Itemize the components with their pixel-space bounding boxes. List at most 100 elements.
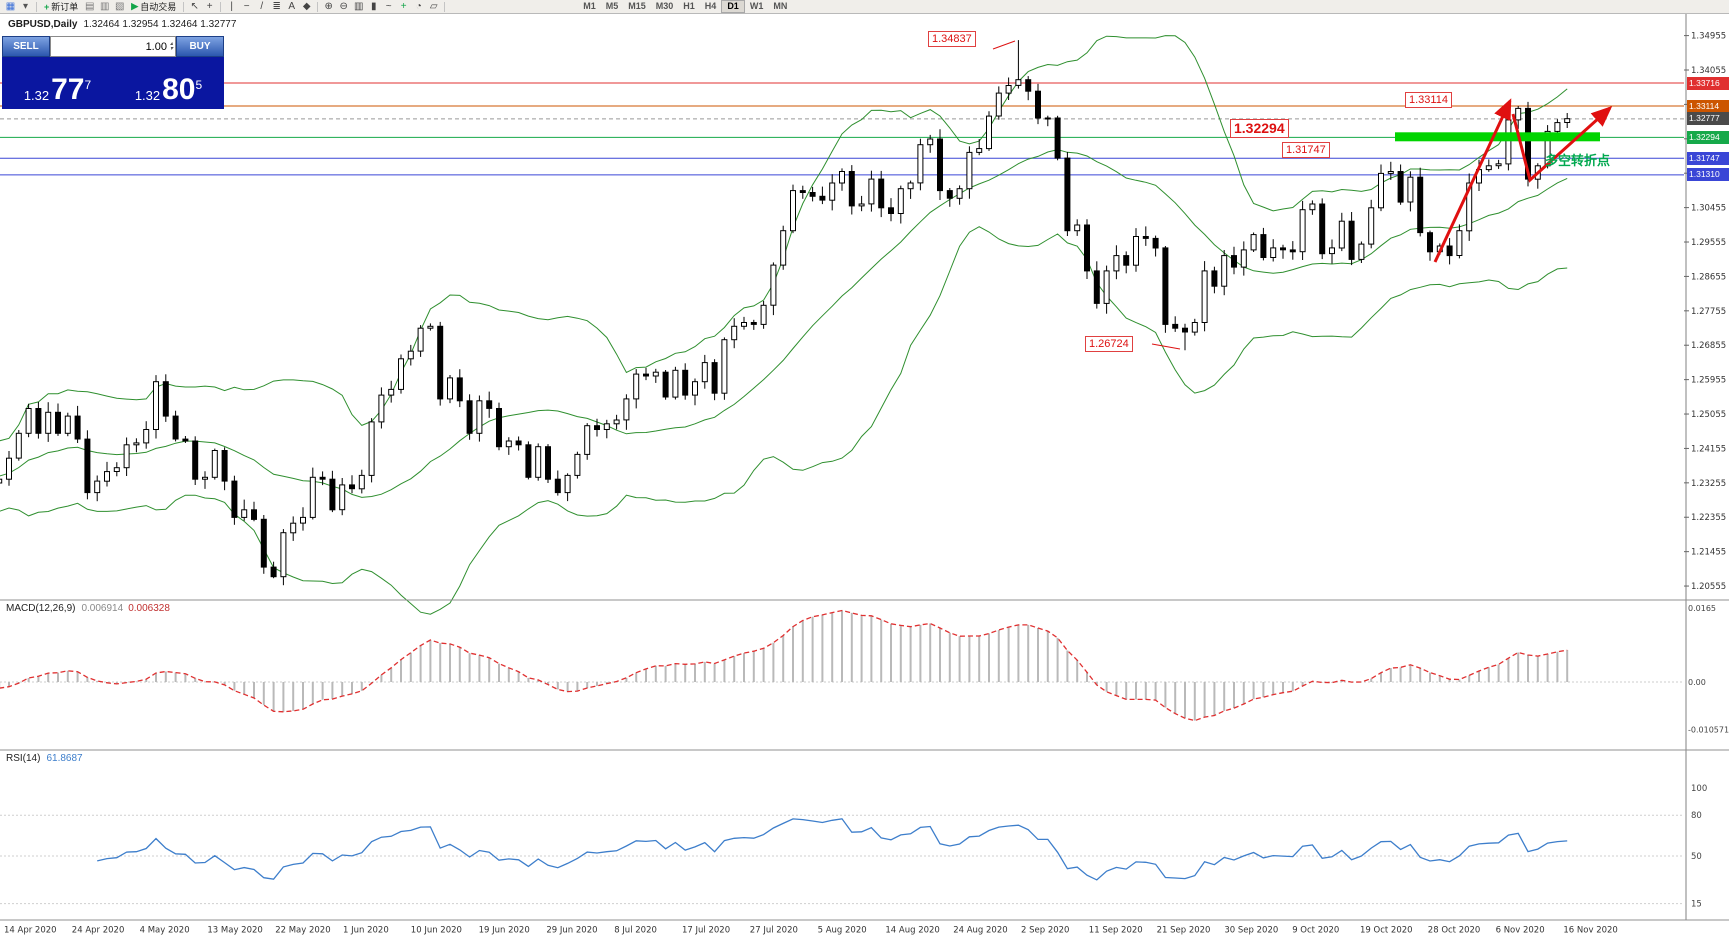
navigator-icon[interactable]: ▧ [115,1,125,12]
auto-trading-button-icon: ▶ [131,1,139,11]
data-window-icon[interactable]: ▥ [100,1,110,12]
rsi-indicator-header: RSI(14) 61.8687 [6,753,83,764]
price-tag-1.32294[interactable]: 1.32294 [1230,119,1289,138]
axis-badge-1.33716: 1.33716 [1687,76,1729,90]
indicators-icon[interactable]: + [400,1,407,12]
trendline-icon[interactable]: / [260,1,264,12]
crosshair-icon[interactable]: + [206,1,213,12]
axis-badge-1.31747: 1.31747 [1687,151,1729,165]
date-label: 24 Apr 2020 [72,926,125,936]
price-tick-label: 1.34955 [1691,32,1726,42]
price-tag-1.34837[interactable]: 1.34837 [928,31,976,47]
date-label: 27 Jul 2020 [750,926,798,936]
price-tick-label: 1.28655 [1691,272,1726,282]
trend-arrow[interactable] [1511,105,1613,183]
date-label: 14 Aug 2020 [885,926,939,936]
macd-axis-label: -0.010571 [1688,725,1729,734]
arrows-icon[interactable]: ◆ [302,1,311,12]
date-label: 11 Sep 2020 [1089,926,1143,936]
zoom-out-icon[interactable]: ⊖ [339,1,348,12]
periods-icon[interactable]: ◔ [415,1,422,12]
bollinger-lower-band [0,226,1568,615]
timeframe-M15[interactable]: M15 [628,1,646,11]
timeframe-H1[interactable]: H1 [683,1,695,11]
date-label: 9 Oct 2020 [1292,926,1339,936]
volume-spinner[interactable]: ▴ ▾ [169,40,173,52]
price-tick-label: 1.30455 [1691,204,1726,214]
timeframe-W1[interactable]: W1 [749,1,764,11]
toolbar-separator [317,1,319,12]
symbol-ohlc-header: GBPUSD,Daily 1.32464 1.32954 1.32464 1.32… [8,19,236,30]
timeframe-M5[interactable]: M5 [605,1,619,11]
date-label: 17 Jul 2020 [682,926,730,936]
auto-trading-button[interactable]: ▶ 自动交易 [127,0,180,13]
new-order-button-icon: + [44,1,50,12]
macd-value: 0.006914 [81,603,124,614]
green-zone-rectangle[interactable] [1395,132,1600,142]
timeframe-D1[interactable]: D1 [721,0,745,13]
buy-button[interactable]: BUY [176,36,224,57]
date-label: 19 Jun 2020 [479,926,530,936]
new-order-button[interactable]: + 新订单 [40,0,82,13]
date-label: 8 Jul 2020 [614,926,657,936]
bollinger-middle-band [0,149,1568,498]
date-label: 30 Sep 2020 [1224,926,1278,936]
timeframe-M1[interactable]: M1 [583,1,596,11]
volume-up-icon[interactable]: ▴ [169,40,173,47]
price-tag-1.33114[interactable]: 1.33114 [1405,92,1452,108]
toolbar: ▦ ▾ + 新订单 ▤ ▥ ▧ ▶ 自动交易 ↖ + | − / ≣ A ◆ ⊕ ⊖ ▥ ▮ ~ + ◔ ▱ M1 M5 M15 M30… [0,0,1729,14]
trend-arrow[interactable] [1433,98,1512,263]
line-chart-icon[interactable]: ~ [385,1,392,12]
timeframe-H4[interactable]: H4 [704,1,717,11]
toolbar-separator [183,1,185,12]
price-tag-1.31747[interactable]: 1.31747 [1282,142,1330,158]
fibonacci-icon[interactable]: ≣ [272,1,281,12]
date-label: 5 Aug 2020 [818,926,867,936]
volume-down-icon[interactable]: ▾ [169,45,173,52]
sell-button[interactable]: SELL [2,36,50,57]
charts-icon[interactable]: ▦ [5,1,16,12]
turning-point-note[interactable]: 多空转折点 [1545,153,1611,168]
date-label: 16 Nov 2020 [1563,926,1617,936]
price-tick-label: 1.22355 [1691,513,1726,523]
date-label: 13 May 2020 [207,926,262,936]
market-watch-icon[interactable]: ▤ [85,1,95,12]
rsi-axis-label: 80 [1691,811,1702,821]
rsi-axis-label: 15 [1691,900,1702,910]
timeframe-MN[interactable]: MN [773,1,788,11]
macd-indicator-header: MACD(12,26,9) 0.006914 0.006328 [6,603,170,614]
candlestick-chart-icon[interactable]: ▮ [370,1,377,12]
date-label: 14 Apr 2020 [4,926,57,936]
candlestick-series [0,40,1571,586]
axis-badge-1.31310: 1.31310 [1687,168,1729,182]
toolbar-separator [220,1,222,12]
date-label: 29 Jun 2020 [546,926,597,936]
sell-price[interactable]: 1.32 77 7 [23,73,92,106]
cursor-icon[interactable]: ↖ [190,1,199,12]
bar-chart-icon[interactable]: ▥ [353,1,364,12]
price-tick-label: 1.20555 [1691,582,1726,592]
text-label-icon[interactable]: A [288,1,296,12]
vertical-line-icon[interactable]: | [230,1,234,12]
volume-field[interactable]: 1.00 ▴ ▾ [50,36,176,57]
horizontal-line-icon[interactable]: − [243,1,250,12]
macd-axis-label: 0.00 [1688,678,1706,687]
buy-price[interactable]: 1.32 80 5 [134,73,203,106]
rsi-label: RSI(14) [6,753,41,764]
date-label: 28 Oct 2020 [1428,926,1481,936]
templates-icon[interactable]: ▱ [429,1,438,12]
date-label: 22 May 2020 [275,926,330,936]
dropdown-arrow-icon[interactable]: ▾ [22,1,29,12]
date-label: 21 Sep 2020 [1157,926,1211,936]
price-tag-1.26724[interactable]: 1.26724 [1085,336,1133,352]
date-label: 10 Jun 2020 [411,926,462,936]
macd-axis-label: 0.0165 [1688,604,1716,613]
rsi-line [97,818,1568,881]
date-label: 24 Aug 2020 [953,926,1007,936]
zoom-in-icon[interactable]: ⊕ [324,1,333,12]
date-label: 4 May 2020 [140,926,190,936]
timeframe-M30[interactable]: M30 [655,1,674,11]
